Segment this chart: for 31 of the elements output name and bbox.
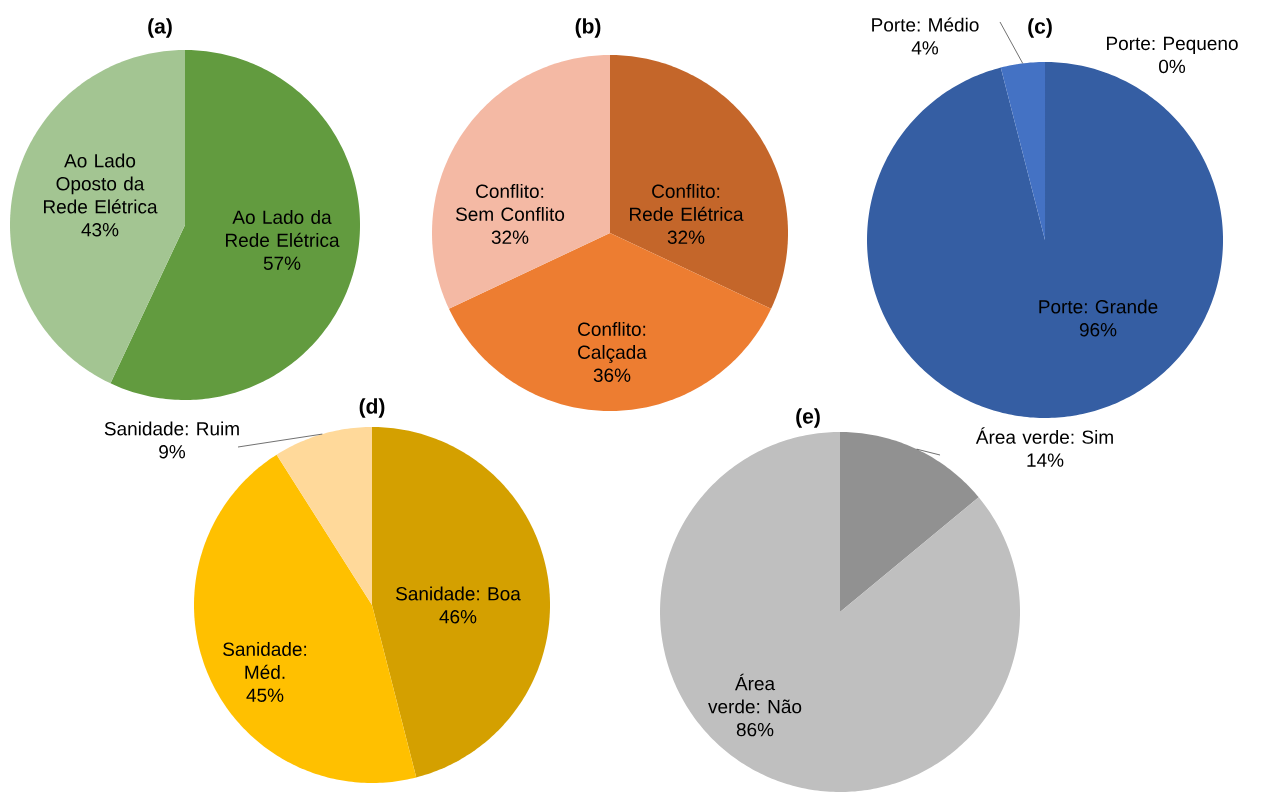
- slice-label: Sanidade: Méd.: [223, 642, 307, 679]
- slice-label: Sanidade: Ruim: [104, 421, 239, 436]
- slice-label: Porte: Grande: [1039, 299, 1158, 314]
- slice-label: Conflito: Rede Elétrica: [630, 184, 744, 221]
- slice-label: Porte: Médio: [872, 17, 979, 32]
- data-label: 32%: [491, 230, 529, 244]
- chart-title: (c): [1028, 18, 1052, 38]
- data-label: 4%: [911, 41, 939, 55]
- slice-label: Ao Lado Oposto da Rede Elétrica: [44, 153, 158, 214]
- chart-title: (a): [148, 18, 172, 38]
- slice-label: Conflito: Calçada: [578, 322, 647, 363]
- data-label: 96%: [1079, 323, 1117, 337]
- data-label: 43%: [81, 223, 119, 237]
- data-label: 9%: [159, 445, 186, 459]
- slice-label: Área verde: Não: [708, 673, 802, 714]
- slice-label: Conflito: Sem Conflito: [455, 184, 565, 221]
- chart-title: (e): [796, 408, 820, 428]
- data-label: 86%: [736, 722, 774, 737]
- slice-label: Sanidade: Boa: [396, 586, 521, 601]
- chart-title: (d): [359, 398, 385, 418]
- slice-label: Ao Lado da Rede Elétrica: [226, 210, 340, 247]
- data-label: 46%: [439, 610, 477, 624]
- data-label: 57%: [263, 256, 301, 270]
- category-label: Porte: Pequeno: [1107, 36, 1238, 54]
- data-label: 32%: [667, 230, 705, 244]
- data-label: 14%: [1027, 453, 1064, 467]
- data-label: 36%: [593, 368, 631, 382]
- chart-title: (b): [575, 18, 601, 38]
- data-label: 45%: [246, 688, 284, 702]
- slice-label: Área verde: Sim: [975, 427, 1113, 444]
- text: 0%: [1159, 59, 1186, 74]
